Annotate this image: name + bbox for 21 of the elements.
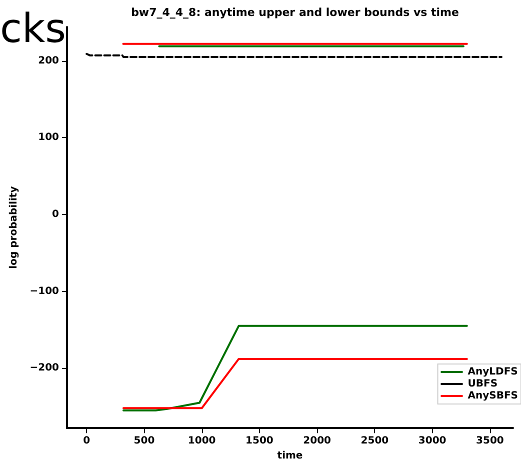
y-tick-label: 100: [38, 132, 60, 144]
x-tick-label: 3500: [476, 436, 504, 447]
y-tick-label: −200: [30, 362, 60, 374]
x-axis-title: time: [277, 450, 303, 462]
legend-label: UBFS: [468, 378, 498, 390]
y-axis-title: log probability: [8, 186, 20, 269]
y-tick-label: 200: [38, 55, 60, 66]
legend-label: AnySBFS: [468, 390, 518, 402]
x-tick-label: 1000: [188, 436, 216, 447]
x-tick-label: 0: [83, 436, 90, 447]
x-tick-label: 1500: [246, 436, 274, 447]
line-series: [122, 324, 468, 412]
y-tick-label: 0: [52, 208, 60, 220]
x-tick-label: 3000: [418, 436, 446, 447]
chart-title: bw7_4_4_8: anytime upper and lower bounds vs time: [131, 6, 459, 19]
x-tick-label: 2000: [303, 436, 332, 447]
x-tick-label: 500: [134, 436, 155, 447]
text: cks: [0, 6, 66, 52]
legend-label: AnyLDFS: [468, 366, 518, 378]
x-tick-label: 2500: [360, 436, 389, 447]
y-tick-label: −100: [30, 286, 60, 297]
